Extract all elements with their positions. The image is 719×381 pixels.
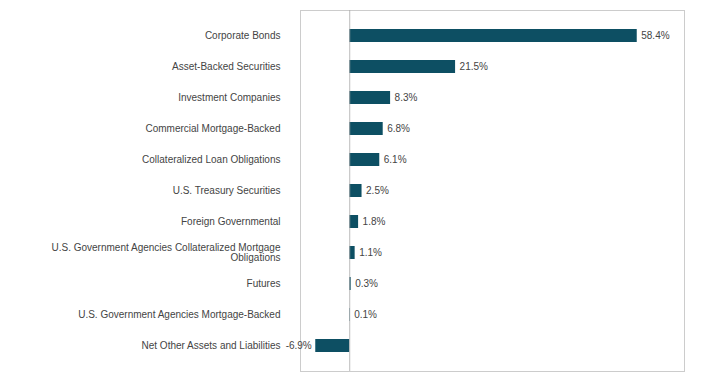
svg-text:U.S. Government Agencies Colla: U.S. Government Agencies Collateralized … — [51, 242, 280, 263]
svg-text:21.5%: 21.5% — [460, 61, 488, 72]
svg-text:Asset-Backed Securities: Asset-Backed Securities — [172, 61, 280, 72]
svg-text:Foreign Governmental: Foreign Governmental — [181, 216, 281, 227]
svg-text:1.8%: 1.8% — [363, 216, 386, 227]
svg-text:Collateralized Loan Obligation: Collateralized Loan Obligations — [142, 154, 280, 165]
svg-text:U.S. Treasury Securities: U.S. Treasury Securities — [173, 185, 281, 196]
svg-text:6.8%: 6.8% — [387, 123, 410, 134]
svg-text:6.1%: 6.1% — [384, 154, 407, 165]
svg-text:Net Other Assets and Liabiliti: Net Other Assets and Liabilities — [142, 340, 281, 351]
svg-text:Commercial Mortgage-Backed: Commercial Mortgage-Backed — [145, 123, 280, 134]
svg-text:-6.9%: -6.9% — [286, 340, 312, 351]
svg-text:U.S. Government Agencies Mortg: U.S. Government Agencies Mortgage-Backed — [78, 309, 280, 320]
svg-text:Corporate Bonds: Corporate Bonds — [205, 30, 281, 41]
svg-text:1.1%: 1.1% — [359, 247, 382, 258]
svg-text:Investment Companies: Investment Companies — [178, 92, 280, 103]
svg-text:2.5%: 2.5% — [366, 185, 389, 196]
svg-text:58.4%: 58.4% — [641, 30, 669, 41]
svg-text:8.3%: 8.3% — [395, 92, 418, 103]
svg-text:Futures: Futures — [247, 278, 281, 289]
svg-text:0.3%: 0.3% — [355, 278, 378, 289]
svg-text:0.1%: 0.1% — [354, 309, 377, 320]
